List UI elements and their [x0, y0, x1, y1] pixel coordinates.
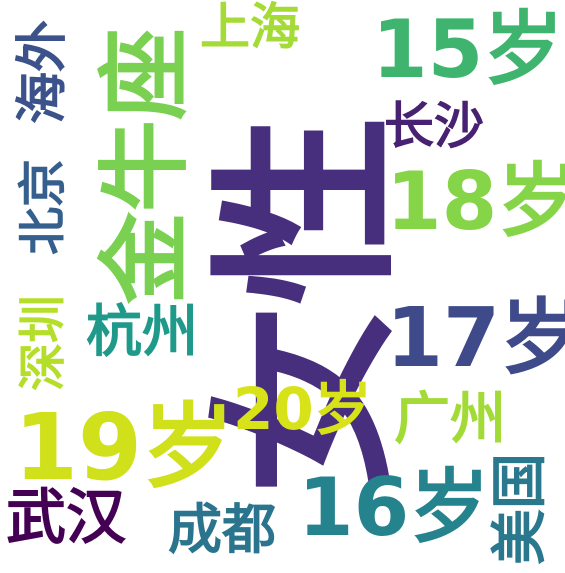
word-beijing: 北京: [15, 158, 72, 256]
word-chengdu: 成都: [168, 498, 276, 561]
word-18sui: 18岁: [386, 155, 565, 248]
word-19sui: 19岁: [14, 394, 235, 501]
word-15sui: 15岁: [372, 3, 564, 96]
word-20sui: 20岁: [233, 375, 372, 443]
word-wuhan: 武汉: [6, 483, 126, 553]
word-jinniuzuo: 金牛座: [92, 27, 200, 305]
word-16sui: 16岁: [298, 461, 490, 554]
word-shenzhen: 深圳: [15, 294, 72, 392]
word-meiguo: 美国: [488, 453, 553, 565]
word-guangzhou: 广州: [394, 387, 506, 452]
word-haiwai: 海外: [13, 19, 74, 125]
word-17sui: 17岁: [386, 291, 565, 386]
word-shanghai: 上海: [200, 0, 300, 56]
word-hangzhou: 杭州: [86, 300, 198, 365]
word-changsha: 长沙: [384, 97, 484, 155]
